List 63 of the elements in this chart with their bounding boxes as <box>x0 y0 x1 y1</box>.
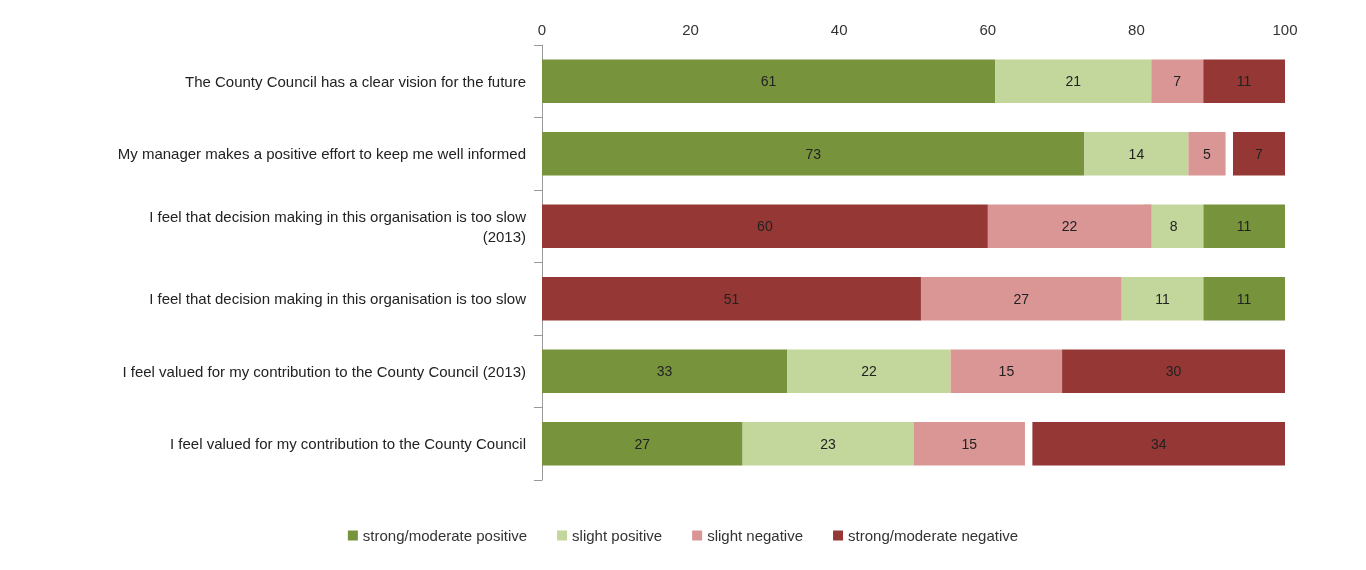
y-tick-label: I feel that decision making in this organisation is too slow (2013) <box>149 207 527 245</box>
data-label: 11 <box>1236 218 1252 235</box>
x-tick-label: 20 <box>682 21 699 38</box>
y-tick-label: I feel that decision making in this organisation is too slow <box>149 290 527 308</box>
data-label: 73 <box>805 145 822 162</box>
bar <box>542 422 743 466</box>
x-tick-label: 40 <box>830 21 848 38</box>
data-label: 7 <box>1255 145 1264 162</box>
legend-label: slight negative <box>707 527 804 544</box>
bar <box>995 59 1152 103</box>
data-label: 8 <box>1169 218 1178 235</box>
data-label: 11 <box>1236 73 1252 90</box>
bar <box>1203 204 1285 248</box>
bar <box>1084 132 1189 176</box>
data-label: 11 <box>1155 290 1170 307</box>
data-label: 15 <box>961 435 978 452</box>
data-label: 27 <box>1013 290 1030 307</box>
bar <box>742 422 914 466</box>
bar <box>542 204 988 248</box>
data-label: 51 <box>723 290 740 307</box>
data-label: 61 <box>760 73 777 90</box>
bar <box>1032 422 1285 466</box>
data-label: 22 <box>861 363 877 380</box>
data-label: 5 <box>1203 145 1212 162</box>
legend-label: slight positive <box>572 527 663 544</box>
bar <box>1232 132 1285 176</box>
x-tick-label: 0 <box>537 21 547 38</box>
data-label: 22 <box>1061 218 1078 235</box>
bar <box>1121 277 1204 321</box>
data-label: 27 <box>634 435 651 452</box>
legend-label: strong/moderate negative <box>848 527 1019 544</box>
bar <box>1151 59 1204 103</box>
bar <box>920 277 1122 321</box>
y-tick-label: The County Council has a clear vision for the future <box>184 72 526 90</box>
data-label: 30 <box>1165 363 1182 380</box>
data-label: 60 <box>757 218 773 235</box>
bar <box>1203 59 1285 103</box>
data-label: 33 <box>656 363 673 380</box>
x-tick-label: 60 <box>979 21 997 38</box>
bar <box>950 349 1063 393</box>
bar <box>913 422 1025 466</box>
bar <box>542 277 921 321</box>
bar <box>1203 277 1285 321</box>
y-tick-label: I feel valued for my contribution to the County Council (2013) <box>122 362 526 380</box>
legend-label: strong/moderate positive <box>362 527 528 544</box>
data-label: 11 <box>1236 290 1252 307</box>
bar <box>1062 349 1285 393</box>
data-label: 14 <box>1128 145 1145 162</box>
data-label: 7 <box>1173 73 1182 90</box>
data-label: 34 <box>1150 435 1167 452</box>
data-label: 15 <box>998 363 1015 380</box>
data-label: 21 <box>1065 73 1082 90</box>
bar <box>542 59 996 103</box>
x-tick-label: 80 <box>1128 21 1145 38</box>
data-label: 23 <box>820 435 837 452</box>
y-tick-label: I feel valued for my contribution to the County Council <box>169 435 526 453</box>
bar <box>542 132 1085 176</box>
bar <box>987 204 1152 248</box>
bar <box>542 349 788 393</box>
bar <box>787 349 951 393</box>
x-tick-label: 100 <box>1272 21 1298 38</box>
bar <box>1188 132 1226 176</box>
y-tick-label: My manager makes a positive effort to keep me well informed <box>117 145 526 163</box>
